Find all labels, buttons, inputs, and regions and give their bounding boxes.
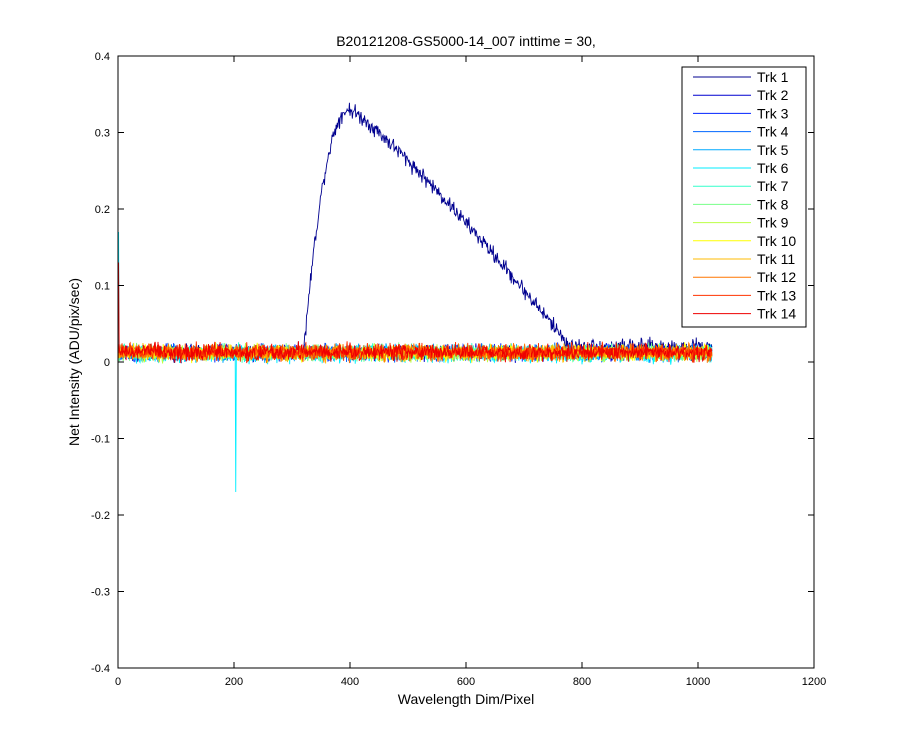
series-layer [118, 102, 713, 493]
legend-label: Trk 12 [757, 269, 796, 285]
y-axis: -0.4 -0.3 -0.2 -0.1 0 0.1 0.2 0.3 0.4 [91, 51, 814, 675]
legend-label: Trk 11 [757, 251, 795, 267]
legend-label: Trk 10 [757, 233, 796, 249]
x-tick-label: 200 [225, 676, 243, 688]
legend-label: Trk 8 [757, 196, 789, 212]
legend-label: Trk 13 [757, 287, 796, 303]
y-tick-label: 0.1 [95, 281, 110, 293]
legend-box [681, 66, 807, 328]
legend-label: Trk 5 [757, 142, 789, 158]
y-tick-label: -0.2 [91, 510, 110, 522]
legend-label: Trk 14 [757, 306, 796, 322]
series-line-trk-14 [118, 262, 713, 364]
chart-title: B20121208-GS5000-14_007 inttime = 30, [336, 33, 596, 49]
legend-label: Trk 7 [757, 178, 789, 194]
x-tick-label: 1200 [802, 676, 826, 688]
x-axis-label: Wavelength Dim/Pixel [398, 691, 534, 707]
legend: Trk 1 Trk 2 Trk 3 Trk 4 Trk 5 Trk 6 Trk 7 Trk 8… [681, 66, 807, 328]
x-tick-label: 0 [115, 676, 121, 688]
x-tick-label: 1000 [686, 676, 710, 688]
legend-label: Trk 4 [757, 124, 789, 140]
legend-label: Trk 3 [757, 105, 789, 121]
x-tick-label: 600 [457, 676, 475, 688]
x-axis: 0 200 400 600 800 1000 1200 [115, 56, 826, 688]
x-tick-label: 400 [341, 676, 359, 688]
legend-label: Trk 2 [757, 87, 789, 103]
y-tick-label: -0.1 [91, 434, 110, 446]
x-tick-label: 800 [573, 676, 591, 688]
y-tick-label: -0.4 [91, 663, 110, 675]
legend-label: Trk 1 [757, 69, 789, 85]
legend-label: Trk 6 [757, 160, 789, 176]
legend-label: Trk 9 [757, 215, 789, 231]
y-tick-label: -0.3 [91, 587, 110, 599]
y-tick-label: 0.4 [95, 51, 110, 63]
y-tick-label: 0 [104, 357, 110, 369]
y-tick-label: 0.2 [95, 204, 110, 216]
y-axis-label: Net Intensity (ADU/pix/sec) [66, 278, 82, 446]
y-tick-label: 0.3 [95, 128, 110, 140]
